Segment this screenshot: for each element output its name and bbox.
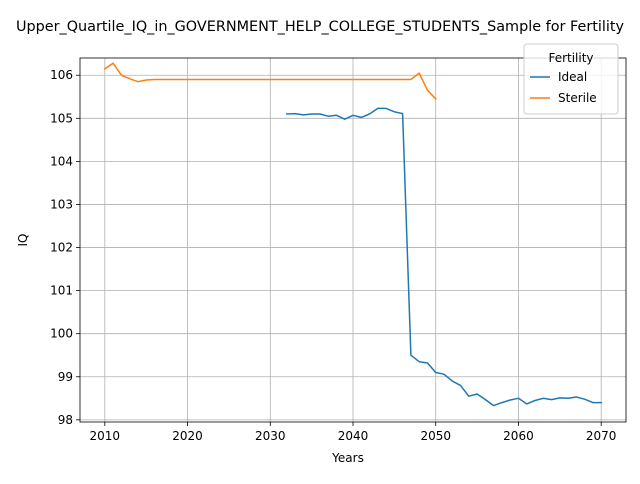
x-axis-label: Years xyxy=(331,451,364,465)
y-tick-label: 100 xyxy=(50,327,73,341)
x-tick-label: 2010 xyxy=(90,429,121,443)
x-tick-label: 2050 xyxy=(420,429,451,443)
plot-lines xyxy=(103,62,602,407)
y-axis-ticks: 98 99 100 101 102 103 104 105 106 xyxy=(50,68,80,427)
legend: Fertility Ideal Sterile xyxy=(523,43,619,115)
legend-label-ideal: Ideal xyxy=(558,70,587,84)
y-tick-label: 104 xyxy=(50,154,73,168)
x-tick-label: 2030 xyxy=(255,429,286,443)
series-line-ideal xyxy=(286,107,602,407)
y-tick-label: 98 xyxy=(58,413,73,427)
x-tick-label: 2040 xyxy=(338,429,369,443)
legend-title: Fertility xyxy=(548,51,593,65)
x-tick-label: 2060 xyxy=(503,429,534,443)
y-tick-label: 99 xyxy=(58,370,73,384)
x-tick-label: 2070 xyxy=(586,429,617,443)
x-tick-label: 2020 xyxy=(172,429,203,443)
grid xyxy=(80,58,626,422)
y-tick-label: 106 xyxy=(50,68,73,82)
chart-title: Upper_Quartile_IQ_in_GOVERNMENT_HELP_COL… xyxy=(16,19,625,35)
legend-box xyxy=(523,43,619,115)
legend-label-sterile: Sterile xyxy=(558,91,597,105)
x-axis-ticks: 2010 2020 2030 2040 2050 2060 2070 xyxy=(90,422,617,443)
series-line-sterile xyxy=(103,62,437,100)
y-tick-label: 103 xyxy=(50,197,73,211)
legend-items: Ideal Sterile xyxy=(530,70,597,105)
y-tick-label: 101 xyxy=(50,284,73,298)
y-tick-label: 102 xyxy=(50,241,73,255)
y-tick-label: 105 xyxy=(50,111,73,125)
y-axis-label: IQ xyxy=(16,234,30,247)
